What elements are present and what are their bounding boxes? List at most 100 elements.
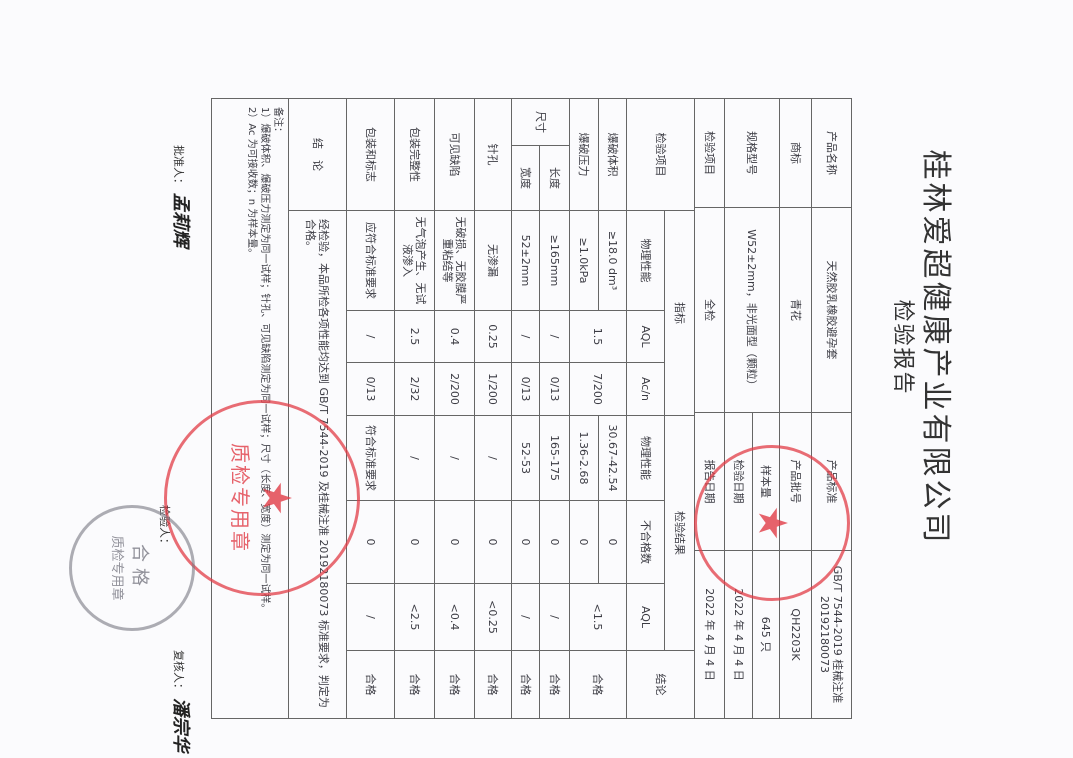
reviewer-label: 复核人： (172, 650, 185, 694)
row-aql: / (539, 310, 570, 363)
row-item: 宽度 (511, 145, 540, 211)
header-conclusion: 结论 (626, 650, 695, 719)
results-table: 检验项目 指标 检验结果 结论 物理性能 AQL Ac/n 物理性能 不合格数 … (211, 98, 695, 719)
row-item: 包装完整性 (394, 98, 435, 211)
row-conclusion: 合格 (434, 650, 475, 719)
row-aql: 0.4 (434, 310, 475, 363)
row-acn: 2/200 (434, 362, 475, 416)
row-result-physical: 52-53 (511, 415, 540, 501)
test-date-label: 检验日期 (724, 412, 753, 551)
report-date-label: 报告日期 (694, 412, 725, 551)
table-row: 宽度 52±2mm / 0/13 52-53 0 / 合格 (511, 99, 540, 719)
row-acn: 0/13 (346, 362, 395, 416)
header-result-physical: 物理性能 (626, 415, 665, 501)
header-defects: 不合格数 (626, 500, 665, 584)
row-defects: 0 (539, 500, 570, 584)
row-result-physical: 30.67-42.54 (598, 415, 627, 501)
row-conclusion: 合格 (511, 650, 540, 719)
notes: 备注： 1）爆破体积、爆破压力测定为同一试样；针孔、可见缺陷测定为同一试样；尺寸… (211, 98, 289, 719)
company-title: 桂林爱超健康产业有限公司 (918, 149, 953, 546)
row-defects: 0 (598, 500, 627, 584)
row-physical: 无破损、无胶膜严重粘结等 (434, 210, 475, 311)
batch: QH2203K (779, 550, 812, 719)
spec: W52±2mm，非光面型（颗粒） (724, 207, 780, 413)
row-conclusion: 合格 (394, 650, 435, 719)
row-physical: 52±2mm (511, 210, 540, 311)
notes-label: 备注： (272, 107, 283, 137)
approver-label: 批准人： (172, 145, 185, 189)
row-aql: / (511, 310, 540, 363)
header-acn: Ac/n (626, 362, 665, 416)
row-physical: ≥165mm (539, 210, 570, 311)
row-result-physical: 符合标准要求 (346, 415, 395, 501)
row-result-aql: <0.4 (434, 583, 475, 651)
inspector-label: 检验人： (158, 505, 171, 549)
final-conclusion-label: 结 论 (288, 98, 347, 211)
product-info-table: 产品名称 天然胶乳橡胶避孕套 产品标准 GB/T 7544-2019 桂械注准 … (694, 98, 852, 719)
row-result-aql: <1.5 (569, 583, 627, 651)
header-aql: AQL (626, 310, 665, 363)
reviewer-name: 潘宗华 (170, 698, 191, 752)
approver-name: 孟莉辉 (170, 193, 191, 247)
row-defects: 0 (434, 500, 475, 584)
table-row: 包装和标志 应符合标准要求 / 0/13 符合标准要求 0 / 合格 (346, 98, 395, 719)
table-row: 尺寸 长度 ≥165mm / 0/13 165-175 0 / 合格 (511, 98, 570, 719)
row-item: 长度 (539, 145, 570, 211)
header-result: 检验结果 (664, 415, 695, 651)
row-result-aql: / (539, 583, 570, 651)
spec-label: 规格型号 (724, 98, 780, 208)
row-result-physical: 1.36-2.68 (569, 415, 599, 501)
row-acn: 0/13 (511, 362, 540, 416)
final-conclusion-text: 经检验，本品所检各项性能均达到 GB/T 7544-2019 及桂械注准 201… (288, 210, 347, 719)
notes-row: 备注： 1）爆破体积、爆破压力测定为同一试样；针孔、可见缺陷测定为同一试样；尺寸… (211, 98, 289, 719)
row-result-aql: <2.5 (394, 583, 435, 651)
row-item: 可见缺陷 (434, 98, 475, 211)
header-physical: 物理性能 (626, 210, 665, 311)
item-label: 检验项目 (694, 98, 725, 208)
qualified-stamp-text: 合格 (129, 544, 151, 592)
row-physical: 应符合标准要求 (346, 210, 395, 311)
row-aql: 1.5 (569, 310, 627, 363)
row-conclusion: 合格 (346, 650, 395, 719)
note-1: 1）爆破体积、爆破压力测定为同一试样；针孔、可见缺陷测定为同一试样；尺寸（长度、… (259, 107, 270, 614)
row-aql: 2.5 (394, 310, 435, 363)
row-result-physical: / (394, 415, 435, 501)
row-defects: 0 (511, 500, 540, 584)
table-row: 可见缺陷 无破损、无胶膜严重粘结等 0.4 2/200 / 0 <0.4 合格 (434, 98, 475, 719)
row-item: 爆破体积 (598, 98, 627, 211)
header-index: 指标 (664, 210, 695, 416)
table-row: 包装完整性 无气泡产生、无试液渗入 2.5 2/32 / 0 <2.5 合格 (394, 98, 435, 719)
batch-label: 产品批号 (779, 412, 812, 551)
row-acn: 2/32 (394, 362, 435, 416)
row-conclusion: 合格 (474, 650, 512, 719)
row-physical: 无渗漏 (474, 210, 512, 311)
row-physical: ≥18.0 dm³ (598, 210, 627, 311)
row-result-aql: / (346, 583, 395, 651)
qualified-stamp-subtext: 质检专用章 (109, 535, 125, 601)
row-conclusion: 合格 (539, 650, 570, 719)
row-item: 爆破压力 (569, 98, 599, 211)
header-item: 检验项目 (626, 98, 695, 211)
item: 全检 (694, 207, 725, 413)
product-name: 天然胶乳橡胶避孕套 (811, 207, 852, 413)
test-date: 2022 年 4 月 4 日 (724, 550, 753, 719)
row-result-physical: 165-175 (539, 415, 570, 501)
sample-label: 样本量 (752, 412, 780, 551)
table-row: 爆破体积 ≥18.0 dm³ 1.5 7/200 30.67-42.54 0 <… (569, 98, 627, 719)
standard-label: 产品标准 (811, 412, 852, 551)
sample: 645 只 (752, 550, 780, 719)
size-label: 尺寸 (511, 98, 570, 146)
report-date: 2022 年 4 月 4 日 (694, 550, 725, 719)
table-row: 针孔 无渗漏 0.25 1/200 / 0 <0.25 合格 (474, 98, 512, 719)
row-defects: 0 (569, 500, 599, 584)
brand-label: 商标 (779, 98, 812, 208)
standard: GB/T 7544-2019 桂械注准 20192180073 (811, 550, 852, 719)
product-name-label: 产品名称 (811, 98, 852, 208)
approver-signature: 批准人： 孟莉辉 (169, 145, 195, 247)
report-title: 检验报告 (890, 299, 915, 396)
row-aql: / (346, 310, 395, 363)
row-physical: 无气泡产生、无试液渗入 (394, 210, 435, 311)
row-defects: 0 (474, 500, 512, 584)
qualified-stamp: 合格 质检专用章 (69, 505, 195, 631)
